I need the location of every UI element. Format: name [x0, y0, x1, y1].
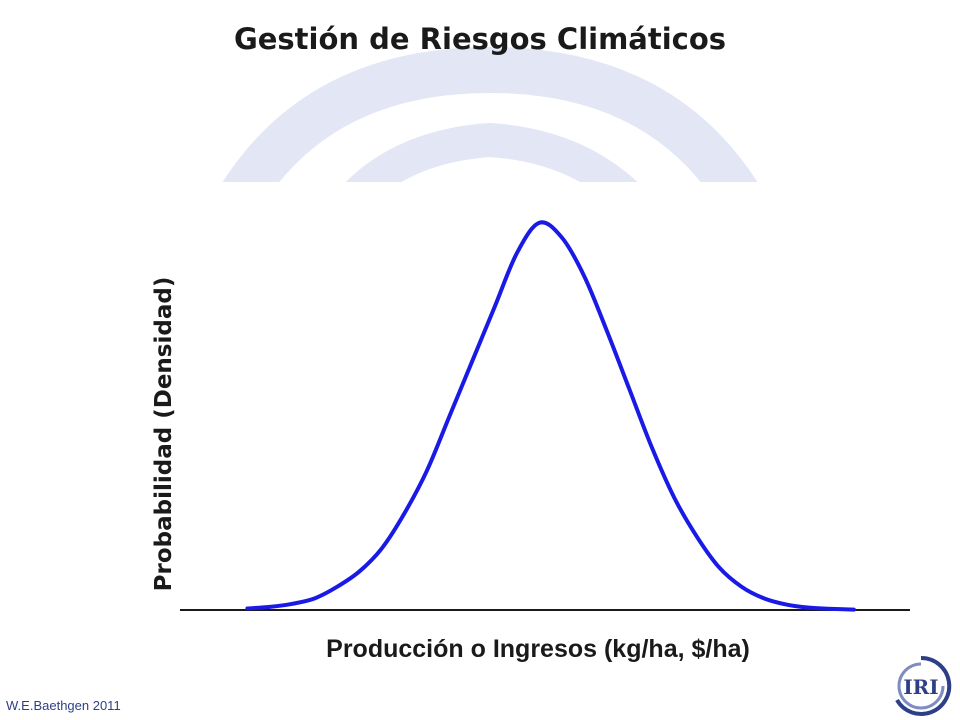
density-chart: Probabilidad (Densidad) Producción o Ing…	[151, 220, 910, 663]
footer-credit: W.E.Baethgen 2011	[6, 698, 121, 713]
slide-title: Gestión de Riesgos Climáticos	[233, 22, 727, 56]
logo-text: IRI	[903, 675, 938, 699]
chart-panel: Probabilidad (Densidad) Producción o Ing…	[118, 182, 918, 680]
x-axis-label: Producción o Ingresos (kg/ha, $/ha)	[326, 635, 750, 663]
y-axis-label: Probabilidad (Densidad)	[151, 277, 177, 592]
density-curve	[245, 220, 856, 612]
curve-points	[247, 222, 854, 610]
iri-logo-icon: IRI	[895, 655, 952, 716]
